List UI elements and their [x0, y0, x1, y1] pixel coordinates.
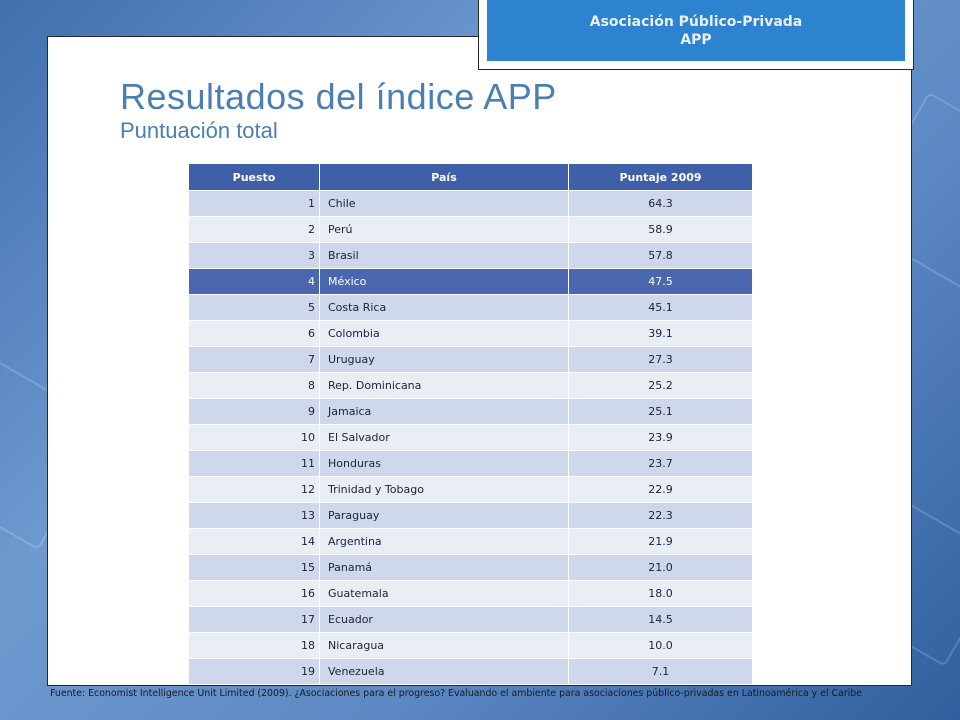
- table-row: 17 Ecuador 14.5: [188, 606, 753, 633]
- ranking-table: Puesto País Puntaje 2009 1 Chile 64.3 2 Perú…: [188, 163, 753, 685]
- country-cell: México: [319, 268, 569, 295]
- table-row: 18 Nicaragua 10.0: [188, 632, 753, 659]
- rank-cell: 5: [188, 294, 320, 321]
- country-cell: Brasil: [319, 242, 569, 269]
- score-cell: 23.9: [568, 424, 753, 451]
- page-subtitle: Puntuación total: [120, 118, 278, 143]
- score-cell: 58.9: [568, 216, 753, 243]
- table-row: 13 Paraguay 22.3: [188, 502, 753, 529]
- score-cell: 22.9: [568, 476, 753, 503]
- score-cell: 23.7: [568, 450, 753, 477]
- score-cell: 57.8: [568, 242, 753, 269]
- rank-cell: 8: [188, 372, 320, 399]
- table-row: 4 México 47.5: [188, 268, 753, 295]
- country-cell: Uruguay: [319, 346, 569, 373]
- score-cell: 10.0: [568, 632, 753, 659]
- rank-cell: 16: [188, 580, 320, 607]
- rank-cell: 19: [188, 658, 320, 685]
- column-header-rank: Puesto: [188, 163, 320, 191]
- score-cell: 39.1: [568, 320, 753, 347]
- country-cell: Paraguay: [319, 502, 569, 529]
- country-cell: Jamaica: [319, 398, 569, 425]
- table-row: 6 Colombia 39.1: [188, 320, 753, 347]
- source-footnote: Fuente: Economist Intelligence Unit Limi…: [50, 688, 862, 699]
- country-cell: Rep. Dominicana: [319, 372, 569, 399]
- table-row: 19 Venezuela 7.1: [188, 658, 753, 685]
- column-header-country: País: [319, 163, 569, 191]
- country-cell: Costa Rica: [319, 294, 569, 321]
- country-cell: Venezuela: [319, 658, 569, 685]
- rank-cell: 9: [188, 398, 320, 425]
- score-cell: 64.3: [568, 190, 753, 217]
- rank-cell: 11: [188, 450, 320, 477]
- rank-cell: 3: [188, 242, 320, 269]
- country-cell: Chile: [319, 190, 569, 217]
- rank-cell: 6: [188, 320, 320, 347]
- rank-cell: 13: [188, 502, 320, 529]
- rank-cell: 7: [188, 346, 320, 373]
- table-row: 3 Brasil 57.8: [188, 242, 753, 269]
- column-header-score: Puntaje 2009: [568, 163, 753, 191]
- score-cell: 25.1: [568, 398, 753, 425]
- score-cell: 18.0: [568, 580, 753, 607]
- country-cell: El Salvador: [319, 424, 569, 451]
- header-tab: Asociación Público-Privada APP: [478, 0, 914, 70]
- country-cell: Colombia: [319, 320, 569, 347]
- score-cell: 7.1: [568, 658, 753, 685]
- table-row: 2 Perú 58.9: [188, 216, 753, 243]
- score-cell: 25.2: [568, 372, 753, 399]
- score-cell: 22.3: [568, 502, 753, 529]
- country-cell: Panamá: [319, 554, 569, 581]
- table-row: 1 Chile 64.3: [188, 190, 753, 217]
- table-header-row: Puesto País Puntaje 2009: [188, 163, 753, 191]
- country-cell: Perú: [319, 216, 569, 243]
- score-cell: 47.5: [568, 268, 753, 295]
- country-cell: Trinidad y Tobago: [319, 476, 569, 503]
- country-cell: Argentina: [319, 528, 569, 555]
- rank-cell: 2: [188, 216, 320, 243]
- table-row: 9 Jamaica 25.1: [188, 398, 753, 425]
- country-cell: Honduras: [319, 450, 569, 477]
- rank-cell: 18: [188, 632, 320, 659]
- score-cell: 21.9: [568, 528, 753, 555]
- rank-cell: 15: [188, 554, 320, 581]
- country-cell: Guatemala: [319, 580, 569, 607]
- score-cell: 21.0: [568, 554, 753, 581]
- table-row: 16 Guatemala 18.0: [188, 580, 753, 607]
- table-row: 15 Panamá 21.0: [188, 554, 753, 581]
- table-row: 12 Trinidad y Tobago 22.9: [188, 476, 753, 503]
- table-row: 11 Honduras 23.7: [188, 450, 753, 477]
- rank-cell: 10: [188, 424, 320, 451]
- header-line-2: APP: [680, 31, 712, 48]
- score-cell: 14.5: [568, 606, 753, 633]
- page-title: Resultados del índice APP: [120, 76, 557, 117]
- rank-cell: 17: [188, 606, 320, 633]
- rank-cell: 12: [188, 476, 320, 503]
- table-body: 1 Chile 64.3 2 Perú 58.9 3 Brasil 57.8 4 México 47.…: [188, 190, 753, 685]
- table-row: 5 Costa Rica 45.1: [188, 294, 753, 321]
- rank-cell: 1: [188, 190, 320, 217]
- table-row: 8 Rep. Dominicana 25.2: [188, 372, 753, 399]
- country-cell: Ecuador: [319, 606, 569, 633]
- table-row: 14 Argentina 21.9: [188, 528, 753, 555]
- table-row: 10 El Salvador 23.9: [188, 424, 753, 451]
- header-banner: Asociación Público-Privada APP: [487, 0, 905, 61]
- rank-cell: 14: [188, 528, 320, 555]
- table-row: 7 Uruguay 27.3: [188, 346, 753, 373]
- country-cell: Nicaragua: [319, 632, 569, 659]
- score-cell: 45.1: [568, 294, 753, 321]
- rank-cell: 4: [188, 268, 320, 295]
- header-line-1: Asociación Público-Privada: [589, 13, 803, 30]
- score-cell: 27.3: [568, 346, 753, 373]
